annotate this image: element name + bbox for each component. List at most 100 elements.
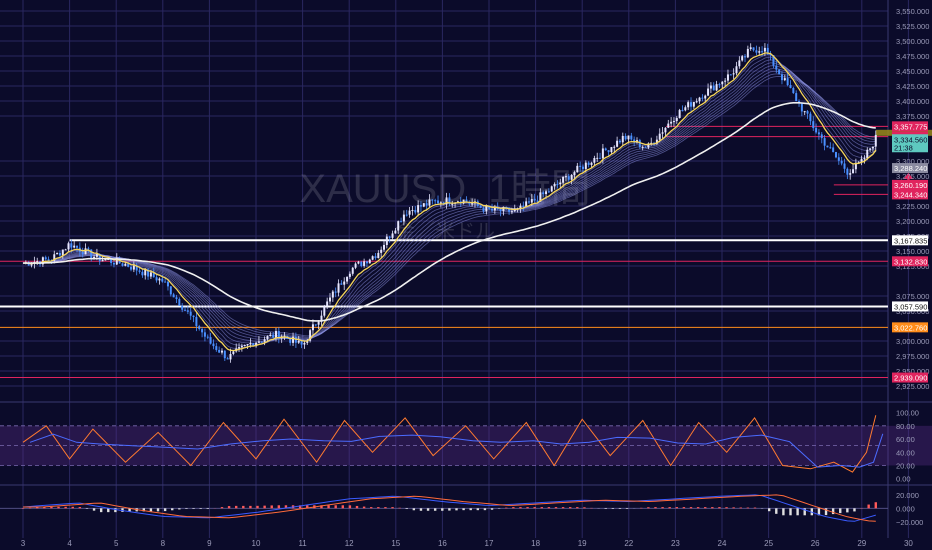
macd-histogram-bar [490,508,494,510]
candle-body [786,78,789,86]
candle-body [567,176,570,180]
macd-histogram-bar [341,505,344,509]
macd-histogram-bar [526,507,529,509]
candle-body [411,210,414,212]
candle-body [735,66,738,74]
candle-body [425,203,428,206]
macd-histogram-bar [433,508,437,511]
macd-histogram-bar [298,505,302,509]
price-tick-label: 3,125.000 [896,262,929,271]
candle-body [439,202,442,204]
candle-body [238,347,241,349]
macd-histogram-bar [853,508,856,512]
candle-body [871,146,874,149]
date-tick-label: 19 [578,539,587,548]
level-badge: 3,167.835 [894,236,927,245]
candle-body [641,146,644,148]
macd-histogram-bar [817,508,821,516]
candle-body [309,330,312,341]
candle-body [445,197,448,205]
price-tick-label: 3,000.000 [896,337,929,346]
candle-body [823,138,826,146]
candle-body [698,97,701,102]
candle-body [744,56,747,58]
macd-histogram-bar [327,505,330,509]
price-tick-label: 3,550.000 [896,7,929,16]
candle-body [766,47,769,54]
level-badge: 3,022.760 [894,323,927,332]
date-tick-label: 4 [67,539,72,548]
candle-body [755,50,758,53]
candle-body [337,283,340,293]
macd-histogram-bar [711,507,714,509]
candle-body [70,243,73,248]
candle-body [380,249,383,253]
date-tick-label: 10 [252,539,261,548]
candle-body [840,160,843,164]
candle-body [331,291,334,298]
candle-body [178,299,181,306]
ribbon-line [22,59,877,344]
candle-body [269,334,272,337]
candle-body [67,243,70,250]
macd-histogram-bar [448,508,451,511]
candle-body [272,334,275,338]
grid [0,0,932,538]
grey-badge: 3,288.240 [894,164,927,173]
candle-body [434,200,437,202]
macd-histogram-bar [163,508,167,512]
candle-body [189,311,192,316]
candle-body [633,139,636,143]
candle-body [843,163,846,169]
date-tick-label: 15 [391,539,400,548]
macd-histogram-bar [789,508,792,516]
candle-body [647,143,650,148]
candle-body [690,102,693,107]
candle-body [402,214,405,222]
candle-body [61,249,64,256]
date-tick-label: 23 [671,539,680,548]
current-price-label: 3,334.560 [894,135,927,144]
macd-histogram-bar [99,508,103,513]
level-badge-bg [892,372,928,383]
macd-histogram-bar [206,508,209,509]
macd-histogram-bar [384,507,387,509]
signal-arrowhead [903,173,914,179]
macd-pane [0,494,888,522]
candle-body [383,244,386,250]
candle-body [223,350,226,359]
candle-body [232,351,235,354]
candle-body [601,148,604,159]
stoch-tick-label: 40.00 [896,448,915,457]
macd-histogram-bar [21,508,25,509]
candle-body [684,107,687,111]
macd-tick-label: 20.000 [896,491,919,500]
candle-body [621,135,624,143]
candle-body [132,265,135,270]
macd-histogram-bar [505,507,508,509]
macd-histogram-bar [50,506,53,509]
candle-body [874,134,877,147]
candle-body [161,278,164,282]
macd-histogram-bar [263,505,266,509]
candle-body [357,261,360,264]
candle-body [832,147,835,153]
price-tick-label: 3,475.000 [896,52,929,61]
macd-histogram-bar [306,505,309,509]
macd-histogram-bar [661,507,664,509]
candle-body [255,342,258,347]
candle-body [866,149,869,159]
candle-body [644,146,647,148]
candle-body [587,162,590,165]
stoch-k-line [22,415,877,473]
ribbon-line [22,62,876,342]
macd-histogram-bar [114,508,117,513]
level-badge: 3,132.830 [894,257,927,266]
macd-histogram-bar [256,505,259,509]
candle-body [437,200,440,204]
macd-histogram-bar [455,508,458,511]
candle-body [195,316,198,327]
candle-body [499,209,502,212]
candle-body [158,278,161,281]
level-badge: 2,939.090 [894,374,927,383]
